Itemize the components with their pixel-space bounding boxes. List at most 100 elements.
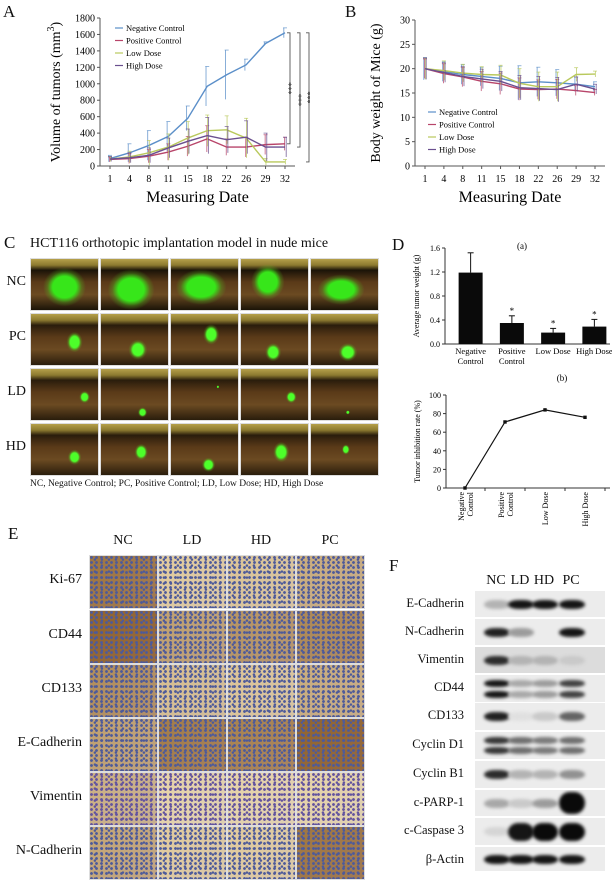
- svg-text:***: ***: [294, 94, 303, 106]
- svg-text:400: 400: [80, 129, 95, 140]
- svg-text:10: 10: [400, 113, 410, 124]
- panel-label-e: E: [8, 524, 19, 543]
- fluorescence-image-nc-4: [240, 258, 309, 311]
- svg-text:1: 1: [423, 174, 428, 185]
- svg-text:11: 11: [164, 174, 174, 185]
- blot-band: [484, 627, 510, 637]
- blot-strip-c-caspase-3: [474, 817, 606, 846]
- fluorescence-image-nc-2: [100, 258, 169, 311]
- ihc-col-label-pc: PC: [321, 533, 339, 548]
- blot-band: [508, 599, 534, 609]
- svg-text:Negative: Negative: [455, 346, 486, 356]
- svg-text:Low Dose: Low Dose: [541, 492, 550, 526]
- blot-band: [559, 679, 585, 687]
- svg-text:11: 11: [477, 174, 487, 185]
- blot-band: [508, 854, 534, 864]
- panel-c-title: HCT116 orthotopic implantation model in …: [30, 236, 329, 251]
- svg-text:0.4: 0.4: [430, 316, 440, 325]
- fluorescence-image-hd-2: [100, 423, 169, 476]
- blot-band: [532, 679, 558, 687]
- fluorescence-image-hd-1: [30, 423, 99, 476]
- fluorescence-image-ld-1: [30, 368, 99, 421]
- blot-band: [532, 655, 558, 665]
- blot-band: [484, 712, 510, 721]
- blot-strip-cd44: [474, 674, 606, 704]
- blot-strip-cyclin-b1: [474, 760, 606, 789]
- svg-text:1600: 1600: [75, 30, 95, 41]
- tumor-weight-bar-chart: 0.0 0.4 0.8 1.2 1.6 (a) Average tumor weight (…: [412, 241, 612, 365]
- blot-band: [484, 599, 510, 609]
- ihc-image-vimentin-ld: [158, 772, 227, 826]
- blot-band: [559, 599, 585, 609]
- blot-strip-c-parp-1: [474, 789, 606, 817]
- blot-strip-e-cadherin: [474, 590, 606, 618]
- svg-text:18: 18: [202, 174, 212, 185]
- ihc-image-cd133-pc: [296, 664, 365, 718]
- ihc-image-e-cadherin-ld: [158, 718, 227, 772]
- ihc-image-cd44-ld: [158, 610, 227, 664]
- blot-band: [532, 854, 558, 864]
- blot-band: [484, 854, 510, 864]
- svg-text:0: 0: [90, 162, 95, 173]
- fluorescence-image-nc-5: [310, 258, 379, 311]
- blot-band: [559, 627, 585, 637]
- fluorescence-image-hd-4: [240, 423, 309, 476]
- fluorescence-image-ld-4: [240, 368, 309, 421]
- svg-text:Low Dose: Low Dose: [536, 346, 571, 356]
- fluorescence-image-pc-4: [240, 313, 309, 366]
- ihc-image-vimentin-nc: [89, 772, 158, 826]
- blot-band: [508, 736, 534, 744]
- blot-row-label-cyclin-d1: Cyclin D1: [412, 737, 464, 751]
- ihc-col-label-ld: LD: [182, 533, 202, 548]
- svg-text:32: 32: [590, 174, 600, 185]
- blot-band: [508, 690, 534, 698]
- svg-text:High Dose: High Dose: [576, 346, 612, 356]
- blot-band: [484, 746, 510, 754]
- svg-text:Tumor inhibition rate (%): Tumor inhibition rate (%): [413, 400, 422, 483]
- svg-text:1200: 1200: [75, 63, 95, 74]
- blot-row-label-cyclin-b1: Cyclin B1: [412, 766, 464, 780]
- svg-text:PositiveControl: PositiveControl: [497, 491, 515, 518]
- blot-band: [508, 798, 534, 808]
- svg-text:1800: 1800: [75, 14, 95, 25]
- svg-text:Measuring Date: Measuring Date: [459, 189, 562, 206]
- ihc-row-label-cd44: CD44: [48, 627, 82, 642]
- svg-text:***: ***: [303, 91, 310, 103]
- blot-band: [508, 746, 534, 754]
- svg-text:26: 26: [552, 174, 562, 185]
- fluorescence-image-pc-3: [170, 313, 239, 366]
- ihc-image-e-cadherin-hd: [227, 718, 296, 772]
- svg-text:Control: Control: [458, 356, 485, 365]
- blot-band: [532, 770, 558, 779]
- fluorescence-image-pc-5: [310, 313, 379, 366]
- blot-row-label-cd44: CD44: [434, 680, 464, 694]
- body-weight-chart: 0 5 10 15 20 25 30 1 4 8 11 15 18 22 26 29 32 Measuring D…: [369, 16, 605, 206]
- svg-text:***: ***: [284, 82, 293, 94]
- blot-band: [484, 798, 510, 808]
- blot-strip-n-cadherin: [474, 618, 606, 646]
- blot-band: [532, 736, 558, 744]
- blot-row-label-c-caspase-3: c-Caspase 3: [403, 823, 464, 837]
- svg-text:15: 15: [183, 174, 193, 185]
- svg-text:Volume of tumors (mm3): Volume of tumors (mm3): [46, 21, 64, 162]
- blot-band: [508, 655, 534, 665]
- fluorescence-image-nc-1: [30, 258, 99, 311]
- svg-text:*: *: [510, 306, 515, 316]
- blot-band: [532, 712, 558, 721]
- blot-band: [559, 854, 585, 864]
- blot-row-label-vimentin: Vimentin: [417, 652, 464, 666]
- blot-row-label-n-cadherin: N-Cadherin: [404, 624, 464, 638]
- ihc-image-cd133-hd: [227, 664, 296, 718]
- svg-text:1.2: 1.2: [430, 268, 440, 277]
- fluorescence-image-ld-5: [310, 368, 379, 421]
- ihc-row-label-ki-67: Ki-67: [49, 572, 82, 587]
- ihc-image-e-cadherin-nc: [89, 718, 158, 772]
- ihc-image-cd44-pc: [296, 610, 365, 664]
- panel-label-d: D: [392, 235, 405, 254]
- blot-lane-label-ld: LD: [510, 573, 530, 588]
- ihc-row-label-e-cadherin: E-Cadherin: [17, 735, 82, 750]
- svg-text:4: 4: [127, 174, 132, 185]
- row-label-ld: LD: [7, 384, 26, 399]
- fluorescence-image-ld-2: [100, 368, 169, 421]
- svg-text:60: 60: [433, 428, 441, 437]
